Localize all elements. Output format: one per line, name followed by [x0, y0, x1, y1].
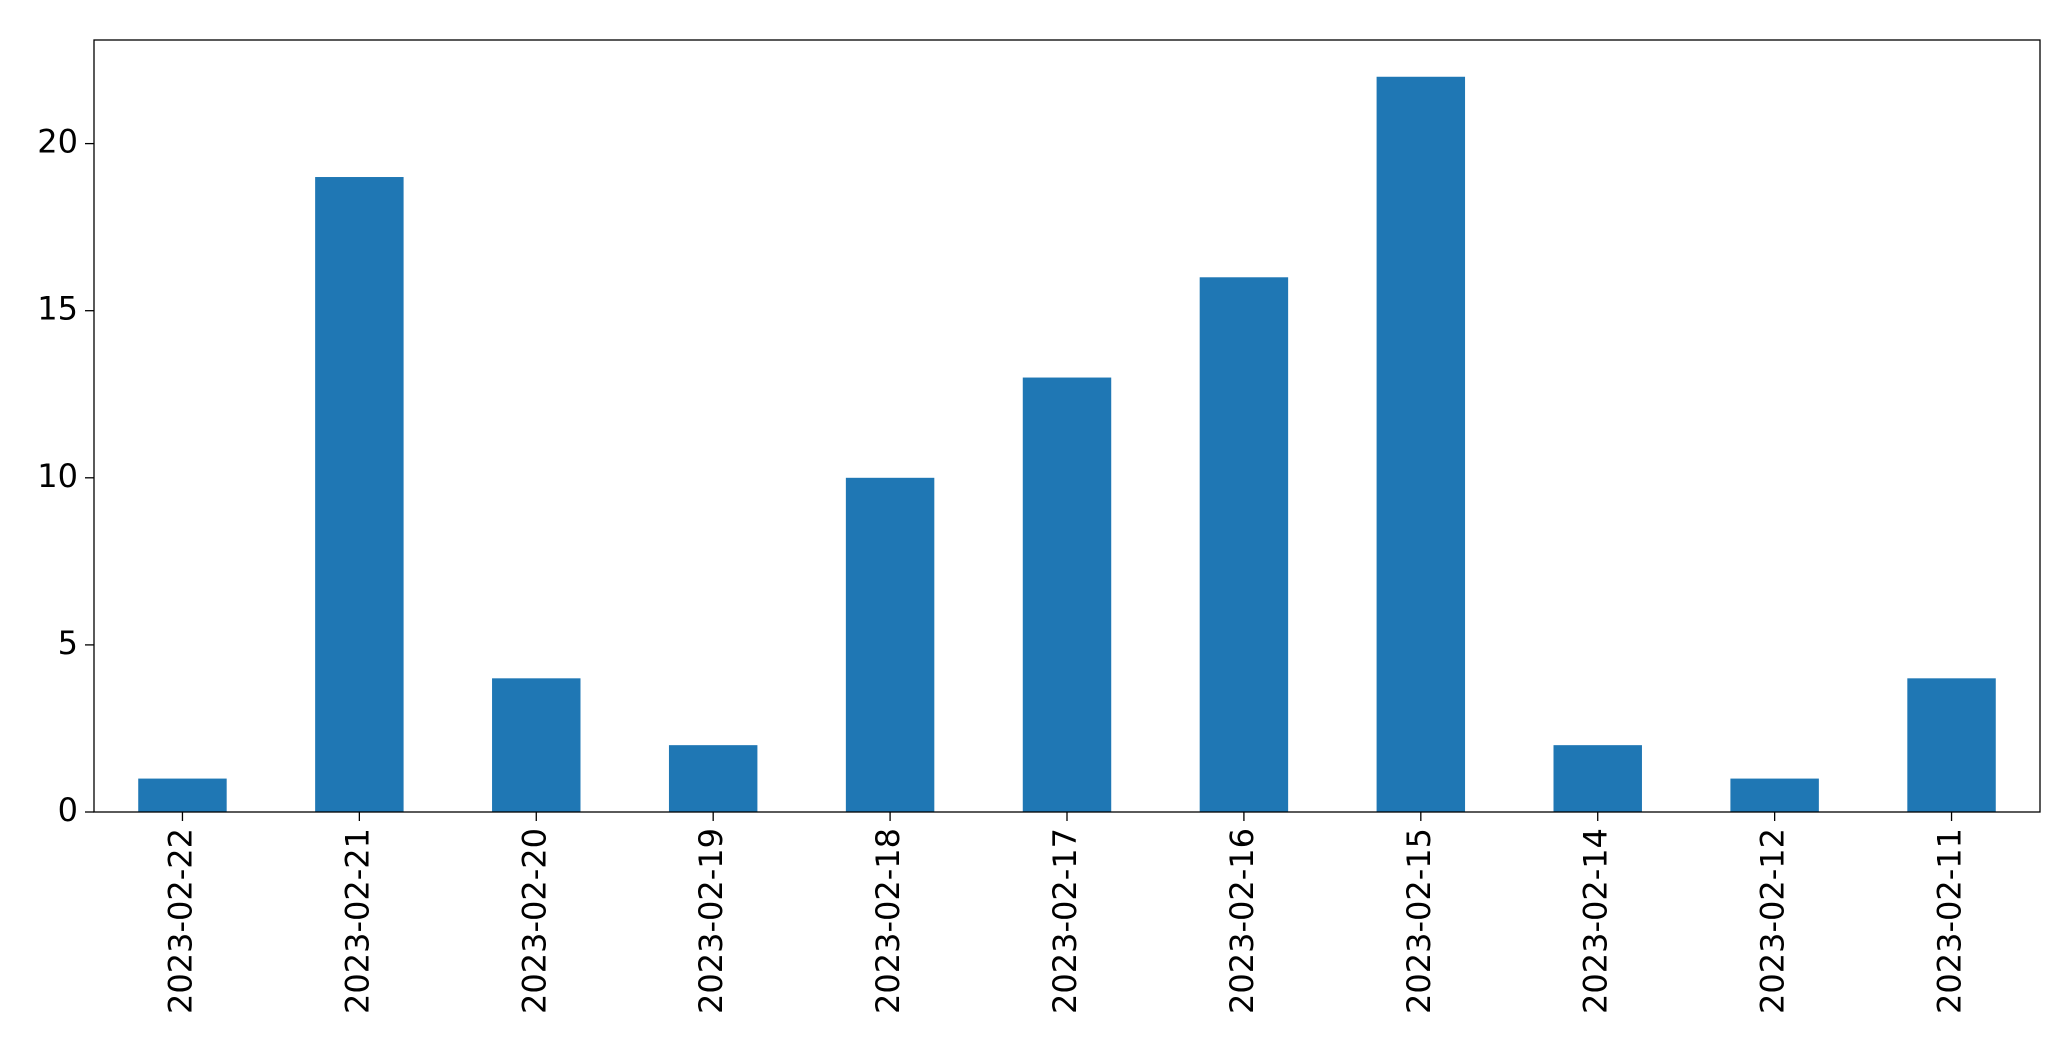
x-tick-label: 2023-02-17	[1046, 828, 1084, 1014]
bar	[668, 745, 758, 812]
bar	[492, 678, 581, 812]
x-tick-label: 2023-02-22	[161, 828, 199, 1014]
bar	[1376, 76, 1466, 812]
bar	[138, 778, 227, 812]
x-tick-label: 2023-02-19	[692, 828, 730, 1014]
y-tick-label: 10	[37, 457, 78, 495]
bar	[1022, 377, 1112, 812]
y-tick-label: 0	[58, 791, 78, 829]
x-tick-label: 2023-02-15	[1400, 828, 1438, 1014]
x-tick-label: 2023-02-20	[515, 828, 553, 1014]
bar	[1730, 778, 1819, 812]
x-tick-label: 2023-02-16	[1223, 828, 1261, 1014]
bar	[845, 477, 935, 812]
bar	[1199, 277, 1289, 812]
y-tick-label: 20	[37, 123, 78, 161]
y-tick-label: 15	[37, 290, 78, 328]
plot-frame	[93, 39, 2041, 813]
x-tick-label: 2023-02-12	[1754, 828, 1792, 1014]
x-tick-label: 2023-02-21	[338, 828, 376, 1014]
x-tick-label: 2023-02-18	[869, 828, 907, 1014]
x-tick-label: 2023-02-11	[1931, 828, 1969, 1014]
bar	[315, 177, 404, 812]
bar	[1907, 678, 1996, 812]
y-tick-label: 5	[58, 624, 78, 662]
bar	[1553, 745, 1642, 812]
x-tick-label: 2023-02-14	[1577, 828, 1615, 1014]
